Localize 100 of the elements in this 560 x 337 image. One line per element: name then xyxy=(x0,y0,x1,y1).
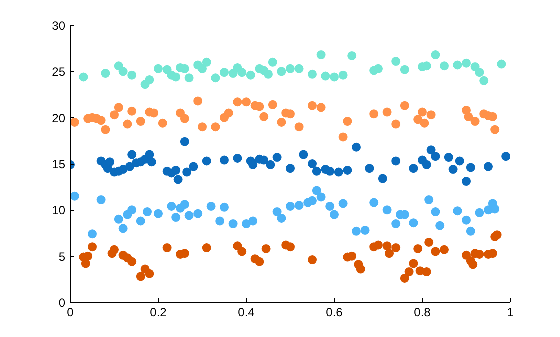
point xyxy=(374,240,383,250)
point xyxy=(409,259,418,268)
point xyxy=(392,120,401,129)
point xyxy=(431,247,440,256)
point xyxy=(136,117,146,126)
point xyxy=(365,164,374,174)
point xyxy=(128,257,137,266)
point xyxy=(453,60,462,70)
x-tick-label: 0 xyxy=(67,306,74,320)
point xyxy=(172,213,181,222)
point xyxy=(294,64,304,74)
point xyxy=(480,76,489,86)
point xyxy=(338,70,348,80)
point xyxy=(462,58,471,68)
point xyxy=(128,70,137,80)
point xyxy=(414,115,423,124)
point xyxy=(502,152,510,162)
point xyxy=(475,68,484,78)
point xyxy=(233,98,242,107)
point xyxy=(466,163,476,172)
point xyxy=(497,60,506,69)
point xyxy=(198,122,207,132)
point xyxy=(128,206,137,215)
point xyxy=(202,58,212,67)
point xyxy=(118,224,128,234)
point xyxy=(277,67,286,76)
point xyxy=(348,51,357,60)
point xyxy=(125,162,134,172)
point xyxy=(145,269,154,278)
point xyxy=(334,168,344,177)
point xyxy=(154,64,163,74)
point xyxy=(466,226,476,236)
point xyxy=(453,206,462,216)
point xyxy=(228,220,238,229)
point xyxy=(400,65,410,74)
point xyxy=(440,62,449,71)
point xyxy=(128,150,137,160)
point xyxy=(422,160,432,170)
point xyxy=(167,202,176,211)
point xyxy=(294,201,304,210)
point xyxy=(392,57,401,66)
point xyxy=(88,230,97,239)
point xyxy=(220,156,229,165)
point xyxy=(286,202,295,211)
point xyxy=(123,120,132,129)
point xyxy=(242,220,251,229)
point xyxy=(448,165,458,174)
point xyxy=(238,68,247,78)
x-tick-label: 0.4 xyxy=(238,306,256,320)
point xyxy=(426,146,436,155)
point xyxy=(308,256,317,265)
point xyxy=(312,166,322,176)
point xyxy=(180,114,190,124)
point xyxy=(216,216,225,226)
point xyxy=(248,160,258,170)
point xyxy=(70,192,80,201)
y-tick-label: 5 xyxy=(58,250,66,264)
point xyxy=(224,108,234,118)
point xyxy=(382,206,392,215)
point xyxy=(277,118,286,127)
point xyxy=(206,202,216,211)
point xyxy=(260,112,269,122)
point xyxy=(294,122,304,132)
point xyxy=(174,175,183,184)
point xyxy=(420,118,430,128)
y-tick-label: 30 xyxy=(52,19,66,33)
point xyxy=(272,208,282,217)
point xyxy=(194,209,203,218)
point xyxy=(490,125,500,134)
point xyxy=(101,69,110,78)
point xyxy=(182,168,192,177)
point xyxy=(343,117,352,126)
point xyxy=(462,177,471,186)
point xyxy=(286,242,295,252)
point xyxy=(180,200,190,210)
point xyxy=(392,244,401,253)
x-tick-label: 0.8 xyxy=(414,306,432,320)
point xyxy=(316,103,326,112)
point xyxy=(392,220,401,229)
point xyxy=(385,249,394,258)
point xyxy=(308,101,317,110)
point xyxy=(308,70,317,79)
point xyxy=(382,242,392,251)
point xyxy=(211,122,220,132)
point xyxy=(145,75,154,84)
point xyxy=(162,244,172,253)
point xyxy=(211,74,220,83)
point xyxy=(202,156,212,166)
point xyxy=(378,174,388,184)
point xyxy=(464,112,474,122)
point xyxy=(110,245,119,254)
point xyxy=(136,216,146,226)
point xyxy=(96,116,106,126)
point xyxy=(370,110,379,119)
point xyxy=(424,238,434,247)
x-tick-label: 1 xyxy=(507,306,514,320)
y-tick-label: 20 xyxy=(52,111,66,126)
point xyxy=(268,58,278,67)
point xyxy=(266,160,276,170)
point xyxy=(268,100,278,110)
